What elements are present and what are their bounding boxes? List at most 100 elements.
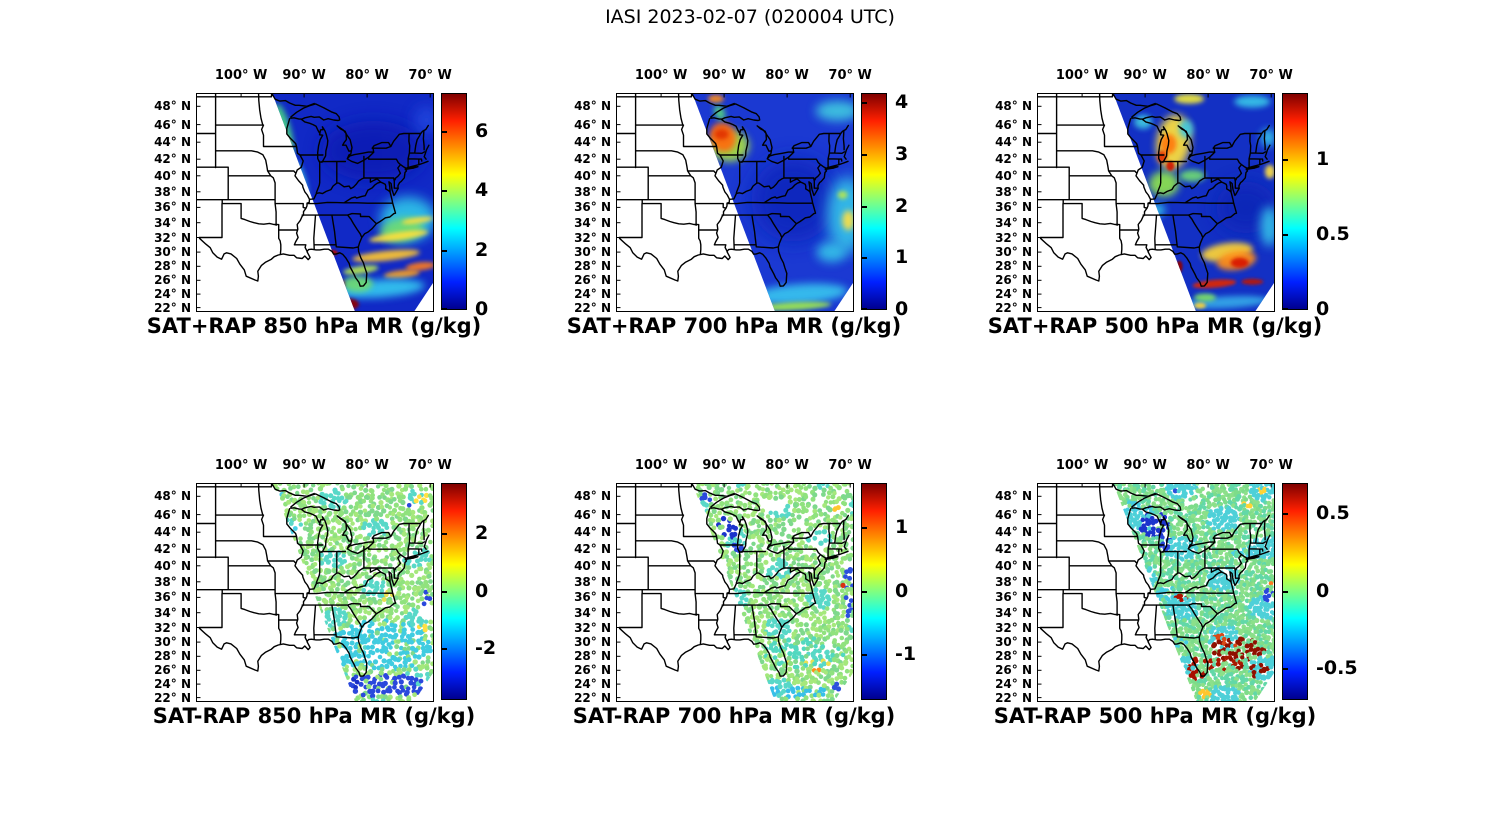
longitude-tick-label: 100° W [1055, 458, 1109, 473]
latitude-tick-label: 38° N [995, 184, 1032, 199]
colorbar-tick-label: 6 [475, 119, 489, 142]
latitude-tick-label: 42° N [574, 542, 611, 557]
latitude-tick-label: 24° N [995, 677, 1032, 692]
latitude-tick-label: 32° N [154, 230, 191, 245]
latitude-tick-label: 30° N [574, 635, 611, 650]
latitude-tick-label: 34° N [154, 215, 191, 230]
colorbar-tick-mark [442, 249, 447, 252]
latitude-tick-label: 48° N [574, 99, 611, 114]
colorbar: 0 2 4 6 [441, 93, 488, 319]
colorbar-tick-mark [1283, 308, 1288, 310]
latitude-tick-label: 38° N [995, 574, 1032, 589]
map-plot: 100° W 90° W 80° W 70° W 48° N 46° N 44° N 42° … [995, 68, 1293, 314]
latitude-tick-label: 36° N [154, 590, 191, 605]
colorbar-tick-mark [442, 308, 447, 310]
colorbar-tick-mark [442, 190, 447, 193]
colorbar-tick-mark [1283, 234, 1288, 237]
colorbar-tick-mark [442, 647, 447, 650]
colorbar-tick-mark [1283, 590, 1288, 593]
map-canvas [617, 484, 853, 701]
map-canvas [617, 94, 853, 311]
longitude-tick-label: 80° W [1186, 68, 1230, 83]
latitude-tick-label: 48° N [574, 489, 611, 504]
latitude-tick-label: 44° N [574, 525, 611, 540]
latitude-tick-label: 32° N [995, 230, 1032, 245]
latitude-tick-label: 24° N [995, 287, 1032, 302]
map-canvas [197, 484, 433, 701]
panel-sat-plus-rap-700: 100° W 90° W 80° W 70° W 48° N 46° N 44° N 42° … [567, 68, 916, 353]
longitude-tick-label: 90° W [702, 458, 746, 473]
colorbar-tick-mark [862, 308, 867, 310]
latitude-tick-label: 36° N [574, 590, 611, 605]
latitude-tick-label: 48° N [995, 489, 1032, 504]
map-plot: 100° W 90° W 80° W 70° W 48° N 46° N 44° N 42° … [154, 458, 452, 704]
colorbar-tick-label: 0 [895, 579, 909, 602]
colorbar: -1 0 1 [861, 483, 916, 700]
colorbar-tick-mark [862, 654, 867, 657]
latitude-tick-label: 24° N [154, 287, 191, 302]
latitude-tick-label: 26° N [995, 663, 1032, 678]
latitude-tick-label: 46° N [154, 507, 191, 522]
state-borders [197, 94, 430, 287]
colorbar-tick-label: 1 [895, 246, 909, 269]
colorbar-tick-mark [442, 533, 447, 536]
latitude-tick-label: 36° N [995, 200, 1032, 215]
axis-tick-marks [1038, 94, 1272, 309]
latitude-tick-label: 46° N [154, 117, 191, 132]
latitude-tick-label: 40° N [154, 168, 191, 183]
longitude-tick-label: 70° W [828, 458, 872, 473]
panel-sat-minus-rap-500: 100° W 90° W 80° W 70° W 48° N 46° N 44° N 42° … [994, 458, 1358, 743]
latitude-tick-label: 40° N [995, 168, 1032, 183]
colorbar-tick-label: 1 [895, 515, 909, 538]
latitude-tick-label: 48° N [995, 99, 1032, 114]
latitude-tick-label: 28° N [154, 259, 191, 274]
latitude-tick-label: 28° N [995, 649, 1032, 664]
colorbar-gradient [861, 93, 887, 310]
latitude-tick-label: 42° N [995, 542, 1032, 557]
latitude-tick-label: 36° N [154, 200, 191, 215]
state-borders [1038, 484, 1271, 677]
latitude-tick-label: 28° N [154, 649, 191, 664]
latitude-tick-label: 32° N [154, 620, 191, 635]
latitude-tick-label: 42° N [995, 152, 1032, 167]
latitude-tick-label: 24° N [574, 677, 611, 692]
longitude-tick-label: 80° W [1186, 458, 1230, 473]
colorbar-tick-label: 0.5 [1316, 223, 1350, 246]
longitude-tick-label: 90° W [702, 68, 746, 83]
latitude-tick-label: 44° N [154, 525, 191, 540]
colorbar-gradient [1282, 483, 1308, 700]
latitude-tick-label: 28° N [574, 649, 611, 664]
colorbar-tick-mark [862, 590, 867, 593]
colorbar-tick-label: 4 [895, 91, 909, 114]
latitude-tick-label: 22° N [154, 300, 191, 315]
latitude-tick-label: 30° N [154, 245, 191, 260]
colorbar-tick-mark [1283, 513, 1288, 515]
latitude-tick-label: 26° N [574, 273, 611, 288]
axis-tick-marks [197, 484, 431, 699]
longitude-tick-label: 70° W [1249, 458, 1293, 473]
latitude-tick-label: 28° N [995, 259, 1032, 274]
map-canvas [1038, 484, 1274, 701]
latitude-tick-label: 40° N [154, 558, 191, 573]
map-canvas [1038, 94, 1274, 311]
latitude-tick-label: 24° N [574, 287, 611, 302]
colorbar-tick-label: -2 [475, 636, 497, 659]
latitude-tick-label: 46° N [574, 117, 611, 132]
latitude-tick-label: 30° N [154, 635, 191, 650]
colorbar-tick-label: 4 [475, 179, 489, 202]
axis-tick-marks [1038, 484, 1272, 699]
colorbar-tick-mark [862, 154, 867, 156]
latitude-tick-label: 32° N [995, 620, 1032, 635]
longitude-tick-label: 70° W [408, 68, 452, 83]
colorbar-gradient [441, 93, 467, 310]
figure-title: IASI 2023-02-07 (020004 UTC) [605, 6, 895, 28]
colorbar-tick-label: 2 [475, 522, 489, 545]
longitude-tick-label: 90° W [282, 458, 326, 473]
longitude-tick-label: 100° W [214, 458, 268, 473]
latitude-tick-label: 34° N [995, 605, 1032, 620]
colorbar-tick-label: 3 [895, 143, 909, 165]
latitude-tick-label: 22° N [154, 690, 191, 705]
map-plot: 100° W 90° W 80° W 70° W 48° N 46° N 44° N 42° … [574, 458, 872, 704]
latitude-tick-label: 46° N [574, 507, 611, 522]
